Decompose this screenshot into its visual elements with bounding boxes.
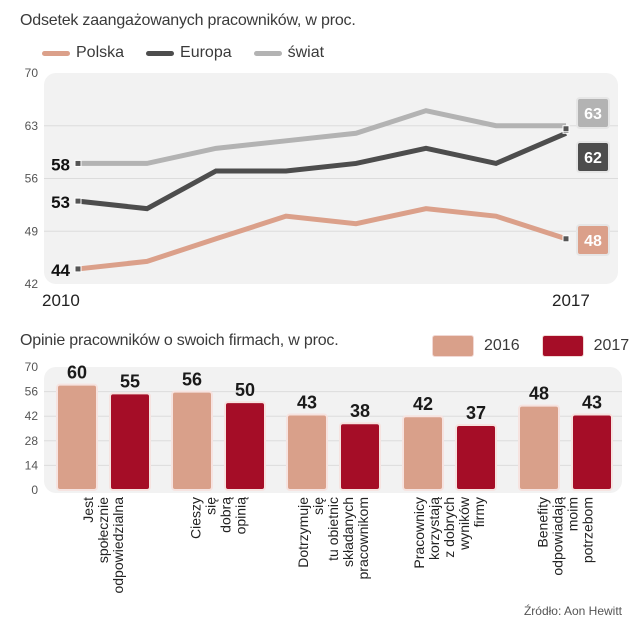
source-note: Źródło: Aon Hewitt xyxy=(523,604,622,618)
legend-item-europa: Europa xyxy=(146,44,232,62)
bar-value-label: 37 xyxy=(466,403,486,423)
category-label-line: społecznie xyxy=(95,497,111,563)
bar-2016 xyxy=(171,390,213,492)
legend-swatch-europa xyxy=(146,50,175,56)
category-label-line: z dobrych xyxy=(441,497,457,558)
legend-label: Polska xyxy=(76,44,125,61)
line-chart-legend: Polska Europa świat xyxy=(42,44,346,62)
category-label-line: dobrą xyxy=(218,497,234,533)
x-tick-label: 2017 xyxy=(552,291,590,310)
y-tick-label: 42 xyxy=(25,409,39,423)
bar-2016 xyxy=(286,413,328,492)
bar-2017 xyxy=(109,392,151,492)
end-value-box xyxy=(576,141,610,173)
series-line-europa xyxy=(77,130,567,212)
legend-item-2016: 2016 xyxy=(432,335,520,357)
bar-chart-title: Opinie pracowników o swoich firmach, w p… xyxy=(20,332,339,349)
bar-value-label: 50 xyxy=(235,380,255,400)
category-label-line: pracownikom xyxy=(355,497,371,579)
y-tick-label: 28 xyxy=(25,434,39,448)
category-label-line: odpowiedzialna xyxy=(110,497,126,594)
category-label-line: się xyxy=(310,497,326,515)
legend-item-2017: 2017 xyxy=(541,335,630,357)
bar-2017 xyxy=(339,422,381,492)
y-tick-label: 42 xyxy=(25,277,39,291)
end-value-box xyxy=(576,97,610,129)
start-value-label: 44 xyxy=(51,261,70,280)
legend-item-polska: Polska xyxy=(42,44,124,62)
end-marker xyxy=(562,125,570,133)
legend-label: Europa xyxy=(180,44,232,61)
legend-swatch-2016 xyxy=(432,335,474,357)
bar-2016 xyxy=(402,415,444,492)
legend-label: 2016 xyxy=(484,337,520,354)
legend-label: świat xyxy=(287,44,325,61)
bar-value-label: 60 xyxy=(67,363,87,383)
category-label-line: Jest xyxy=(80,497,96,523)
category-label-line: tu obietnic xyxy=(325,497,341,561)
category-label: Cieszy się dobrą opinią xyxy=(188,497,249,539)
start-marker xyxy=(74,159,82,167)
y-tick-label: 49 xyxy=(25,224,39,238)
category-label-line: opinią xyxy=(233,497,249,535)
line-chart-title: Odsetek zaangażowanych pracowników, w pr… xyxy=(20,12,356,29)
category-label-line: moim xyxy=(565,497,581,531)
legend-item-swiat: świat xyxy=(253,44,325,62)
end-value-label: 63 xyxy=(584,106,602,123)
end-marker xyxy=(562,235,570,243)
category-label-line: odpowiadają xyxy=(550,497,566,576)
category-label-line: potrzebom xyxy=(580,497,596,563)
y-tick-label: 14 xyxy=(25,458,39,472)
end-value-label: 62 xyxy=(584,150,602,167)
bar-2016 xyxy=(56,383,98,492)
category-label-line: się xyxy=(203,497,219,515)
y-tick-label: 70 xyxy=(25,66,39,80)
start-value-label: 58 xyxy=(51,155,70,174)
y-tick-label: 56 xyxy=(25,172,39,186)
legend-label: 2017 xyxy=(593,337,630,354)
start-marker xyxy=(74,265,82,273)
bar-value-label: 38 xyxy=(350,401,370,421)
series-line-polska xyxy=(77,206,567,272)
legend-swatch-polska xyxy=(42,50,70,56)
y-tick-label: 0 xyxy=(31,483,38,497)
y-tick-label: 56 xyxy=(25,385,39,399)
bar-2016 xyxy=(518,404,560,491)
category-label-line: Dotrzymuje xyxy=(295,497,311,568)
start-marker xyxy=(74,197,82,205)
bar-chart-legend: 2016 2017 xyxy=(432,335,629,357)
bar-value-label: 42 xyxy=(413,394,433,414)
end-value-box xyxy=(576,224,610,256)
end-value-label: 48 xyxy=(584,233,602,250)
bar-value-label: 43 xyxy=(297,392,317,412)
category-label: Dotrzymuje się tu obietnic składanych pracow… xyxy=(295,497,371,580)
start-value-label: 53 xyxy=(51,193,70,212)
y-tick-label: 70 xyxy=(25,360,39,374)
bar-2017 xyxy=(571,413,613,492)
category-label-line: składanych xyxy=(340,497,356,567)
legend-swatch-2017 xyxy=(541,335,584,357)
category-label: Benefity odpowiadają moim potrzebom xyxy=(535,497,596,576)
category-label-line: wyników xyxy=(456,496,472,551)
category-label-line: korzystają xyxy=(426,497,442,560)
series-line-świat xyxy=(78,108,566,166)
x-tick-label: 2010 xyxy=(42,291,80,310)
legend-swatch-swiat xyxy=(253,50,282,56)
bar-2017 xyxy=(455,423,497,491)
category-label: Jest społecznie odpowiedzialna xyxy=(80,497,126,594)
category-label: Pracownicy korzystają z dobrych wyników firm… xyxy=(411,496,487,568)
y-tick-label: 63 xyxy=(25,119,39,133)
category-label-line: firmy xyxy=(471,497,487,527)
bar-value-label: 55 xyxy=(120,371,140,391)
bar-value-label: 48 xyxy=(529,384,549,404)
bar-2017 xyxy=(224,401,266,491)
category-label-line: Pracownicy xyxy=(411,497,427,569)
category-label-line: Cieszy xyxy=(188,497,204,539)
bar-value-label: 43 xyxy=(582,392,602,412)
category-label-line: Benefity xyxy=(535,497,551,548)
bar-value-label: 56 xyxy=(182,370,202,390)
